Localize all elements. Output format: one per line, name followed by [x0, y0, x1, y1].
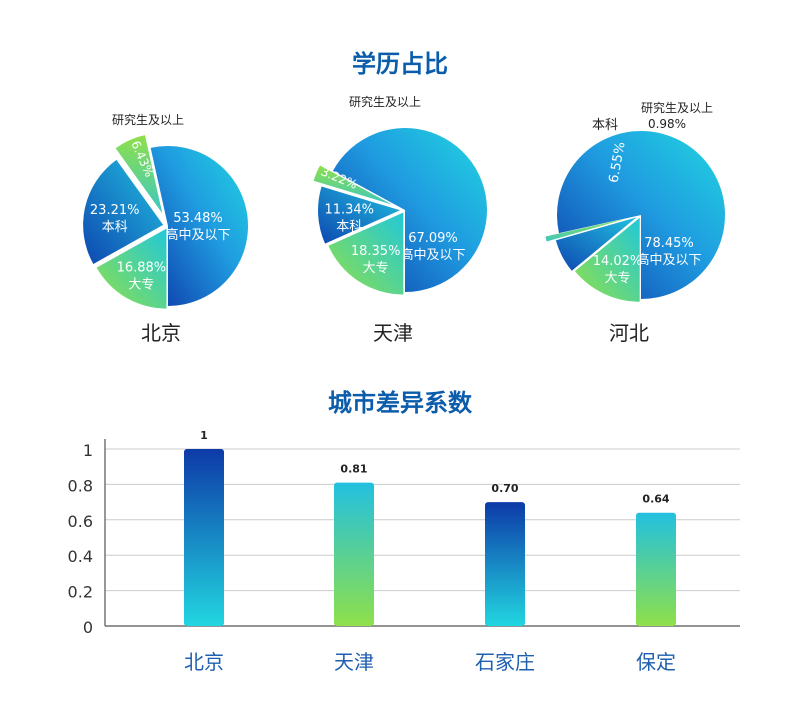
pie-slice	[574, 217, 640, 302]
pie-pct-label: 11.34%	[324, 202, 374, 217]
pie-slice	[96, 228, 167, 309]
y-tick-label: 0.8	[68, 476, 93, 495]
y-tick-label: 0.4	[68, 547, 93, 566]
bar	[184, 449, 224, 626]
pie-section-title: 学历占比	[352, 50, 448, 78]
pie-slice-label: 本科	[102, 220, 128, 235]
bar-section-title: 城市差异系数	[328, 389, 472, 417]
pie-slice	[557, 130, 725, 299]
bar-value-label: 0.64	[642, 493, 669, 506]
pie-pct-label: 16.88%	[117, 260, 167, 275]
pie-pct-label: 0.98%	[648, 117, 686, 131]
pie-slice-label: 高中及以下	[636, 252, 701, 268]
pie-slice	[332, 127, 487, 292]
pie-slice-label: 高中及以下	[400, 247, 465, 263]
pie-slice-label: 本科	[336, 219, 362, 234]
pie-slice-label: 本科	[592, 118, 618, 133]
pie-slice	[318, 186, 401, 244]
bar-value-label: 0.81	[340, 463, 367, 476]
pie-slice	[545, 218, 628, 242]
pie-slice-label: 大专	[363, 261, 389, 276]
bar	[636, 512, 676, 626]
pie-pct-label: 53.48%	[173, 211, 223, 226]
pie-pct-label: 14.02%	[593, 254, 643, 269]
pie-city-title: 天津	[373, 321, 413, 345]
x-category-label: 保定	[636, 650, 676, 674]
pie-city-title: 北京	[141, 321, 181, 345]
pie-slice	[150, 146, 248, 306]
pie-slice	[313, 165, 393, 205]
y-tick-label: 0	[83, 618, 93, 637]
education-pie-charts: 53.48%高中及以下16.88%大专23.21%本科6.43%研究生及以上北京…	[83, 94, 725, 345]
y-tick-label: 0.6	[68, 512, 93, 531]
pie-pct-label: 78.45%	[644, 236, 694, 251]
pie-outside-label: 研究生及以上	[641, 100, 713, 115]
pie-slice-label: 高中及以下	[165, 227, 230, 243]
pie-pct-label: 23.21%	[90, 203, 140, 218]
x-category-label: 天津	[334, 650, 374, 674]
pie-city-title: 河北	[609, 321, 649, 345]
pie-slice-label: 大专	[605, 271, 631, 286]
pie-slice	[115, 135, 163, 214]
bar	[485, 502, 525, 626]
bar	[334, 482, 374, 626]
pie-pct-label: 18.35%	[351, 244, 401, 259]
bar-value-label: 1	[200, 429, 208, 442]
pie-outside-label: 研究生及以上	[349, 94, 421, 109]
x-category-label: 石家庄	[475, 650, 535, 674]
pie-slice-label: 大专	[128, 277, 154, 292]
pie-pct-label: 67.09%	[408, 231, 458, 246]
pie-slice	[555, 217, 637, 271]
y-tick-label: 0.2	[68, 583, 93, 602]
y-tick-label: 1	[83, 441, 93, 460]
x-category-label: 北京	[184, 650, 224, 674]
bar-value-label: 0.70	[491, 482, 518, 495]
pie-slice	[83, 159, 164, 264]
pie-outside-label: 研究生及以上	[112, 112, 184, 127]
pie-slice	[328, 212, 404, 295]
pie-pct-label: 6.55%	[607, 141, 629, 184]
